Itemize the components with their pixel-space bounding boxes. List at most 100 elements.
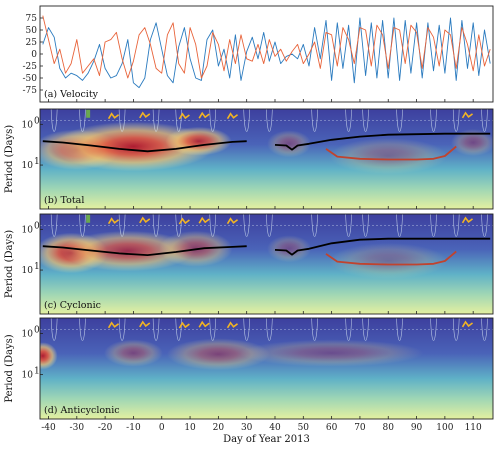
significance-contour: [79, 318, 86, 341]
significance-contour: [362, 109, 369, 132]
y-tick-label-a: 50: [26, 26, 38, 36]
tidal-band-mark: [198, 216, 210, 224]
x-tick-label: 60: [326, 423, 338, 433]
x-axis: -40 -30 -20 -10 0 10 20 30 40 50 60 70 80 90 100 110 Day…: [41, 99, 482, 445]
significance-contour: [243, 109, 250, 132]
significance-contour: [430, 109, 437, 132]
significance-contour: [152, 109, 160, 132]
y-axis-title: Period (Days): [4, 230, 15, 298]
significance-contour: [266, 214, 273, 237]
tidal-band-mark: [178, 321, 190, 329]
y-tick-label: 10: [22, 225, 34, 235]
tidal-band-mark: [139, 216, 151, 224]
tidal-band-mark: [198, 111, 210, 119]
panel-label-a: (a) Velocity: [44, 89, 99, 100]
significance-contour: [345, 318, 352, 341]
significance-contour: [452, 109, 460, 132]
power-hotspot: [165, 126, 232, 156]
wavelet-background: [40, 318, 493, 419]
significance-contour: [243, 318, 250, 341]
x-tick-label: 40: [269, 423, 281, 433]
tidal-band-mark: [461, 320, 473, 328]
y-tick-label-a: -75: [23, 86, 38, 96]
significance-contour: [118, 318, 126, 341]
power-hotspot: [61, 230, 195, 272]
power-hotspot: [166, 338, 270, 371]
velocity-frame: [39, 5, 494, 103]
black-ridge-line: [42, 132, 491, 153]
significance-contour: [243, 214, 250, 237]
significance-contour: [452, 214, 460, 237]
power-hotspot: [40, 342, 58, 370]
tidal-band-mark: [461, 216, 473, 224]
significance-contour: [311, 109, 318, 132]
panel-frame: [39, 213, 494, 315]
x-tick-label: 90: [411, 423, 423, 433]
black-ridge-line: [42, 237, 491, 256]
significance-contour: [481, 109, 488, 132]
significance-contour: [396, 214, 403, 237]
panel-label: (b) Total: [44, 195, 84, 206]
velocity-series-v-line: [42, 15, 491, 79]
x-tick-label: -40: [41, 423, 56, 433]
y-tick-label-a: 0: [31, 50, 37, 60]
y-tick-label: 10: [22, 266, 34, 276]
x-tick-label: 50: [298, 423, 310, 433]
wavelet-image-1: [40, 214, 493, 314]
significance-contour: [50, 109, 58, 132]
significance-contour: [430, 214, 437, 237]
significance-contour: [311, 318, 318, 341]
y-tick-label: 10: [22, 329, 34, 339]
velocity-series-group: [42, 15, 491, 89]
power-hotspot: [103, 339, 163, 367]
wavelet-image-0: [40, 109, 493, 209]
red-ridge-line: [325, 250, 457, 266]
y-tick-exponent: 1: [34, 262, 40, 272]
tidal-band-mark: [107, 321, 120, 329]
y-tick-exponent: 0: [34, 116, 40, 126]
x-tick-label: 30: [241, 423, 253, 433]
y-tick-label-a: -50: [23, 74, 38, 84]
wavelet-image-2: [40, 318, 493, 419]
x-tick-label: 70: [354, 423, 366, 433]
x-tick-label: -10: [126, 423, 141, 433]
power-hotspot: [329, 138, 448, 175]
significance-contour: [481, 318, 488, 341]
significance-contour: [430, 318, 437, 341]
y-tick-exponent: 0: [34, 325, 40, 335]
y-tick-label-a: 75: [26, 14, 38, 24]
y-tick-exponent: 0: [34, 221, 40, 231]
velocity-panel: 75 50 25 0 -25 -50 -75 (a) Velocity: [23, 5, 494, 103]
y-tick-label-a: -25: [23, 62, 38, 72]
significance-contour: [79, 109, 86, 132]
significance-contour: [396, 318, 403, 341]
red-ridge-line: [325, 145, 457, 161]
tidal-band-mark: [139, 111, 151, 119]
significance-contour: [266, 109, 273, 132]
tidal-band-mark: [226, 321, 239, 329]
significance-contour: [266, 318, 273, 341]
panel-frame: [39, 108, 494, 210]
x-tick-label: -20: [98, 423, 113, 433]
x-axis-title: Day of Year 2013: [223, 434, 310, 445]
x-tick-label: 100: [436, 423, 453, 433]
panel-label: (c) Cyclonic: [44, 300, 101, 311]
panel-label: (d) Anticyclonic: [44, 405, 120, 416]
x-tick-label: 20: [213, 423, 225, 433]
power-hotspot: [239, 339, 424, 367]
significance-contour: [481, 214, 488, 237]
significance-contour: [452, 318, 460, 341]
power-hotspot: [329, 243, 448, 280]
significance-contour: [118, 214, 126, 237]
velocity-plot-area: [40, 6, 493, 102]
y-axis-title: Period (Days): [4, 125, 15, 193]
tidal-band-mark: [178, 217, 190, 225]
y-tick-label: 10: [22, 161, 34, 171]
y-tick-label-a: 25: [26, 38, 38, 48]
power-hotspot: [451, 129, 493, 157]
x-tick-label: -30: [70, 423, 85, 433]
